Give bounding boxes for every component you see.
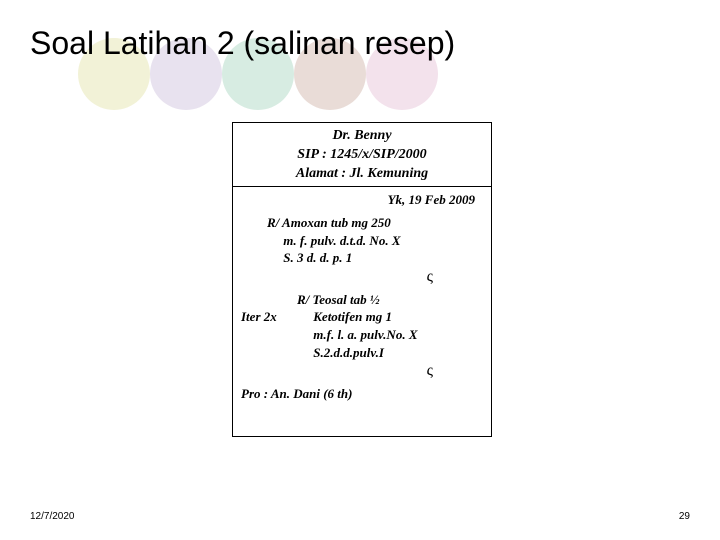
footer-page-number: 29 — [679, 511, 690, 522]
rx-body: Yk, 19 Feb 2009 R/ Amoxan tub mg 250 m. … — [233, 187, 491, 407]
iter-label: Iter 2x — [241, 291, 297, 326]
rx2-line3: m.f. l. a. pulv.No. X — [297, 326, 483, 344]
rx2-line1: R/ Teosal tab ½ — [297, 291, 483, 309]
doctor-address: Alamat : Jl. Kemuning — [233, 165, 491, 184]
footer-date: 12/7/2020 — [30, 511, 75, 522]
page-title: Soal Latihan 2 (salinan resep) — [30, 25, 455, 62]
rx-header: Dr. Benny SIP : 1245/x/SIP/2000 Alamat :… — [233, 123, 491, 187]
rx1-line1: R/ Amoxan tub mg 250 — [241, 214, 483, 232]
rx1-line2: m. f. pulv. d.t.d. No. X — [241, 232, 483, 250]
rx2-line4: S.2.d.d.pulv.I — [297, 344, 483, 362]
sip-number: SIP : 1245/x/SIP/2000 — [233, 146, 491, 165]
rx-date: Yk, 19 Feb 2009 — [241, 191, 483, 209]
pro-patient: Pro : An. Dani (6 th) — [241, 385, 483, 403]
sigma-mark-1: ς — [241, 269, 483, 285]
sigma-mark-2: ς — [241, 363, 483, 379]
rx2-line2: Ketotifen mg 1 — [297, 308, 483, 326]
rx1-line3: S. 3 d. d. p. 1 — [241, 249, 483, 267]
doctor-name: Dr. Benny — [233, 127, 491, 146]
prescription-box: Dr. Benny SIP : 1245/x/SIP/2000 Alamat :… — [232, 122, 492, 437]
